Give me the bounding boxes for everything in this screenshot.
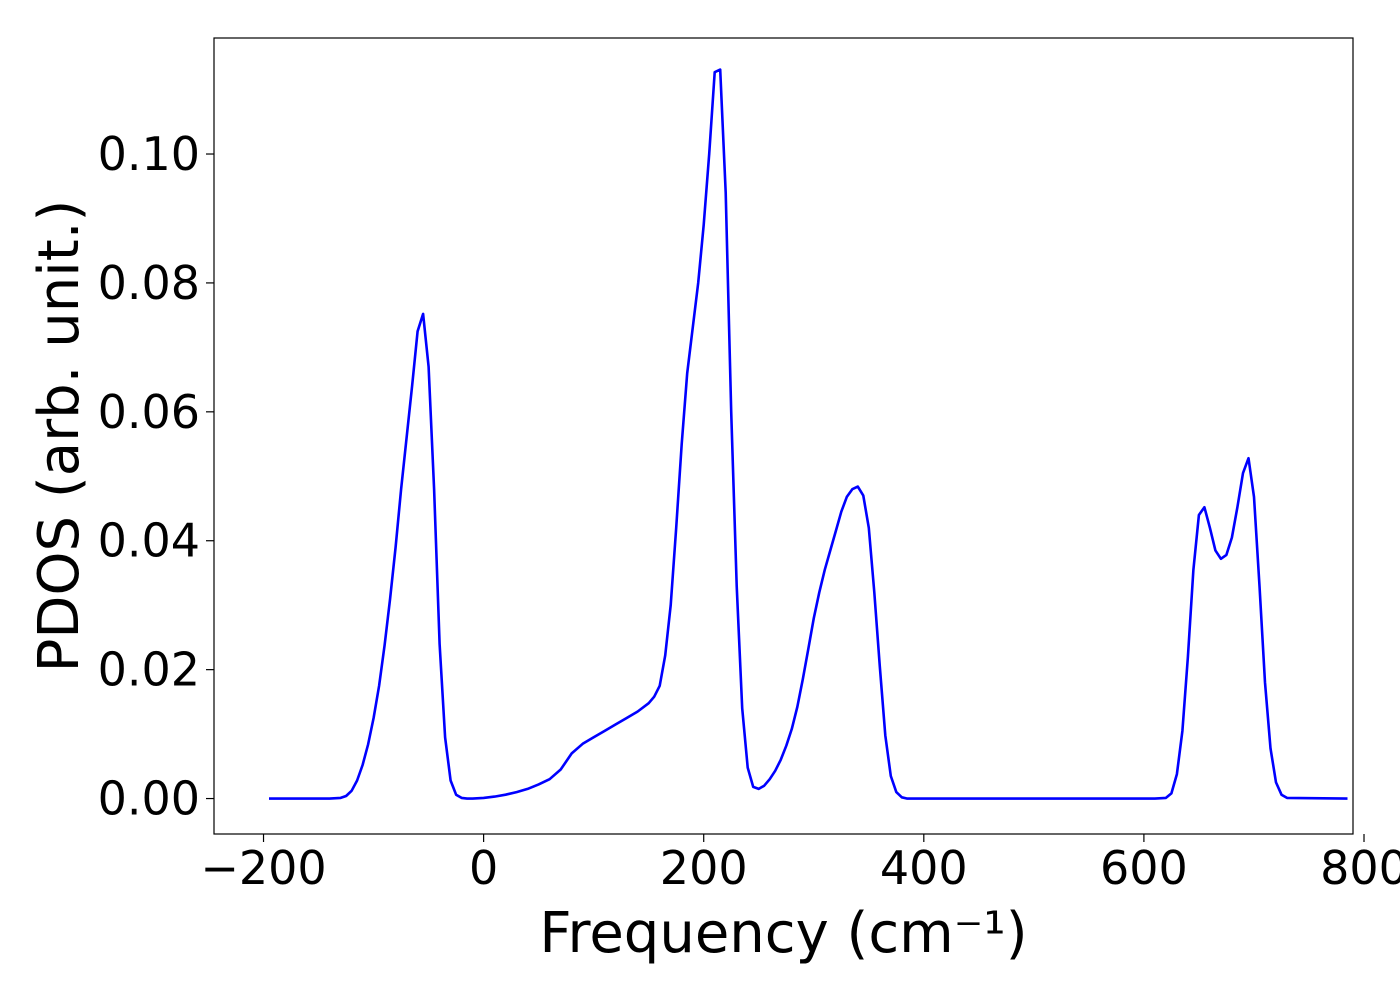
plot-area <box>269 68 1348 800</box>
y-tick-label: 0.00 <box>98 772 200 826</box>
x-tick-label: 0 <box>469 841 498 895</box>
x-tick-label: 400 <box>880 841 968 895</box>
y-tick-label: 0.06 <box>98 385 200 439</box>
x-axis-title-text: Frequency (cm⁻¹) <box>539 901 1027 966</box>
y-tick-label: 0.10 <box>98 127 200 181</box>
x-axis-title: Frequency (cm⁻¹) <box>539 901 1027 966</box>
y-tick-label: 0.04 <box>98 514 200 568</box>
y-axis-title: PDOS (arb. unit.) <box>27 200 92 673</box>
x-tick-label: 800 <box>1320 841 1400 895</box>
x-tick-label: 600 <box>1100 841 1188 895</box>
x-axis: −200 0 200 400 600 800 <box>200 834 1400 895</box>
plot-frame <box>213 37 1354 835</box>
y-tick-label: 0.02 <box>98 643 200 697</box>
series-line-0 <box>269 68 1348 800</box>
y-tick-label: 0.08 <box>98 256 200 310</box>
y-axis: 0.00 0.02 0.04 0.06 0.08 0.10 <box>98 127 214 826</box>
x-tick-label: −200 <box>200 841 326 895</box>
x-tick-label: 200 <box>660 841 748 895</box>
